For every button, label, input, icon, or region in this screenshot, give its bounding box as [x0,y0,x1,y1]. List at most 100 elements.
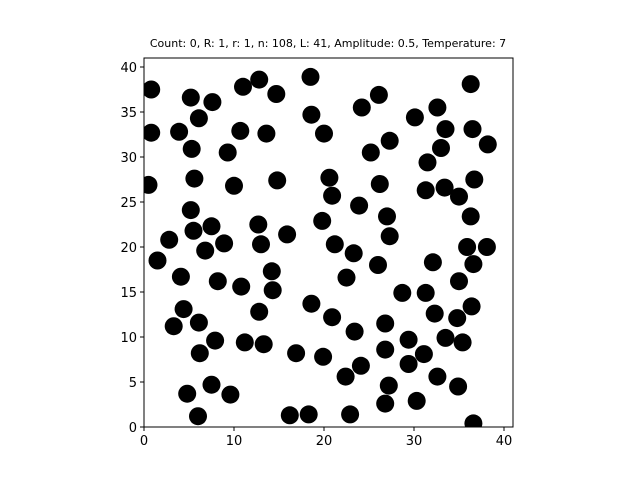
data-point [464,414,483,427]
y-axis: 0 5 10 15 20 25 30 35 40 [120,61,144,436]
data-point [423,253,442,272]
data-point [448,309,467,328]
data-point [202,217,221,236]
data-point [323,186,342,205]
data-point [458,238,477,256]
y-tick-label: 0 [129,421,137,436]
data-point [344,244,363,263]
data-point [170,122,189,141]
data-point [267,85,286,103]
x-tick-label: 0 [140,434,148,449]
data-point [425,304,444,323]
data-point [428,367,447,386]
data-point [225,176,243,195]
data-point [325,235,344,254]
y-tick-label: 35 [120,106,137,121]
data-point [208,272,227,291]
data-point [370,175,389,193]
y-tick-label: 5 [129,376,137,391]
data-point [268,171,287,190]
data-point [250,302,269,321]
x-tick-label: 40 [496,434,513,449]
data-point [189,313,208,332]
data-point [181,201,200,220]
y-tick-label: 25 [120,196,137,211]
data-point [399,355,418,373]
data-point [280,406,299,425]
data-point [257,124,276,143]
data-point [232,277,251,296]
data-point [436,120,455,139]
data-point [414,345,433,364]
data-point [464,255,483,274]
data-point [450,272,468,291]
data-point [231,121,250,140]
data-point [314,347,333,366]
y-tick-label: 15 [120,286,137,301]
data-point [249,215,268,234]
markers [144,67,497,427]
x-tick-label: 20 [316,434,333,449]
data-point [369,85,388,104]
axes-frame [143,57,514,428]
data-point [190,344,209,363]
data-point [164,317,183,336]
y-tick-label: 10 [120,331,137,346]
data-point [254,335,273,354]
data-point [302,294,321,313]
data-point [393,283,412,302]
data-point [235,333,254,352]
data-point [380,131,399,150]
data-point [221,385,240,404]
data-point [174,300,193,319]
data-point [181,88,200,107]
data-point [407,391,426,410]
data-point [148,251,167,270]
y-tick-label: 40 [120,61,137,76]
data-point [302,105,321,124]
data-point [337,268,356,287]
data-point [378,207,396,226]
data-point [418,153,437,172]
data-point [315,124,333,143]
data-point [416,283,435,302]
data-point [320,168,339,187]
data-point [287,344,306,363]
data-point [461,207,480,226]
data-point [203,93,222,112]
data-point [336,367,355,386]
data-point [453,333,472,352]
data-point [313,211,332,230]
data-point [215,234,234,253]
data-point [144,123,161,142]
data-point [478,135,497,154]
data-point [405,108,424,127]
data-point [171,267,190,286]
data-point [463,120,482,139]
data-point [185,169,204,188]
data-point [301,67,320,86]
data-point [461,75,480,94]
data-point [345,322,364,341]
data-point [350,196,369,215]
data-point [234,77,252,96]
data-point [435,178,454,197]
data-point [376,394,395,413]
data-point [323,308,342,327]
data-point [144,80,161,99]
data-point [352,98,371,117]
data-point [416,181,435,200]
data-point [369,256,387,274]
data-point [477,238,496,256]
data-point [449,377,468,396]
data-point [202,375,221,394]
data-point [189,109,208,128]
data-point [206,331,225,350]
data-point [299,405,318,424]
x-tick-label: 10 [226,434,243,449]
data-point [263,281,282,300]
data-point [252,235,270,254]
data-point [450,187,468,206]
